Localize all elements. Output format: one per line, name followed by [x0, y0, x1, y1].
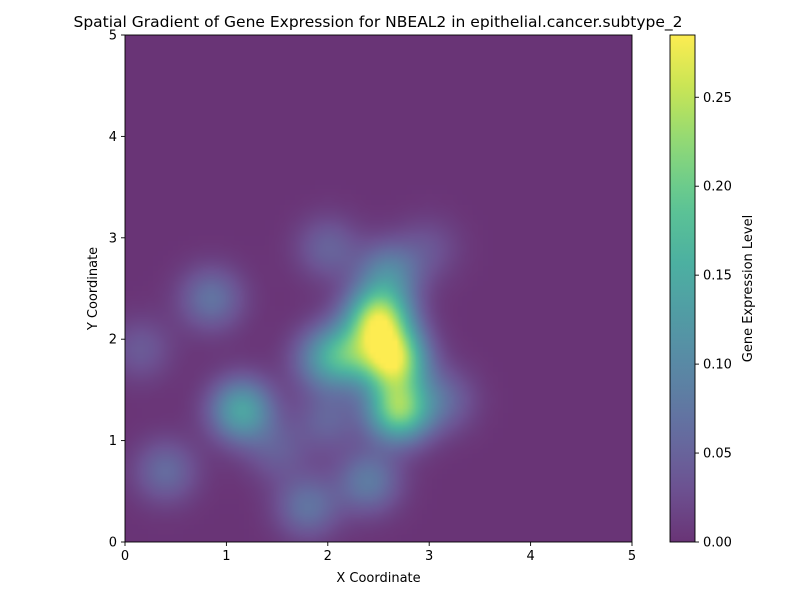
colorbar-tick-label: 0.25 — [703, 91, 732, 106]
y-tick-label: 2 — [109, 333, 117, 348]
colorbar-tick-label: 0.00 — [703, 536, 732, 551]
x-axis: 0 1 2 3 4 5 — [121, 542, 636, 564]
colorbar-tick-label: 0.20 — [703, 180, 732, 195]
colorbar-tick-label: 0.10 — [703, 358, 732, 373]
colorbar-tick-label: 0.05 — [703, 447, 732, 462]
y-axis-label: Y Coordinate — [86, 247, 101, 331]
colorbar: 0.00 0.05 0.10 0.15 0.20 0.25 Gene Expression… — [669, 34, 756, 551]
x-tick-label: 1 — [222, 549, 230, 564]
y-tick-label: 4 — [109, 130, 117, 145]
plot-area — [124, 34, 633, 543]
colorbar-label: Gene Expression Level — [741, 215, 756, 362]
colorbar-ticks: 0.00 0.05 0.10 0.15 0.20 0.25 — [695, 91, 732, 551]
x-tick-label: 4 — [526, 549, 534, 564]
chart-title: Spatial Gradient of Gene Expression for … — [73, 13, 682, 32]
x-tick-label: 5 — [628, 549, 636, 564]
y-axis: 0 1 2 3 4 5 — [109, 29, 125, 551]
y-tick-label: 3 — [109, 231, 117, 246]
y-tick-label: 0 — [109, 536, 117, 551]
x-tick-label: 3 — [425, 549, 433, 564]
heatmap — [125, 35, 632, 542]
y-tick-label: 5 — [109, 29, 117, 44]
x-tick-label: 2 — [324, 549, 332, 564]
y-tick-label: 1 — [109, 434, 117, 449]
plot-frame — [124, 34, 633, 543]
colorbar-tick-label: 0.15 — [703, 269, 732, 284]
colorbar-gradient — [669, 34, 696, 543]
x-axis-label: X Coordinate — [336, 571, 420, 586]
x-tick-label: 0 — [121, 549, 129, 564]
